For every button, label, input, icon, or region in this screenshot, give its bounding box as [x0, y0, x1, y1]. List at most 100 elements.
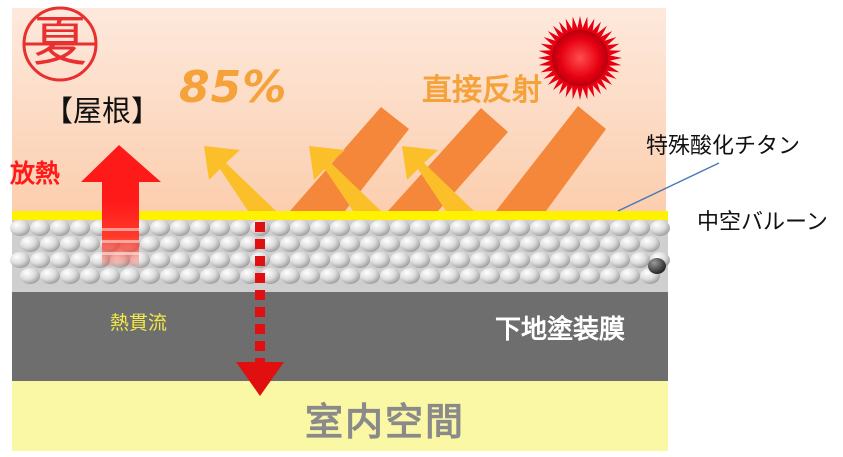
reflected-arrow [204, 146, 276, 211]
balloon-particle [520, 236, 540, 252]
balloon-particle [500, 268, 520, 284]
balloon-particle [450, 220, 470, 236]
balloon-particle [380, 268, 400, 284]
balloon-particle [30, 220, 50, 236]
heat-release-label: 放熱 [10, 159, 61, 188]
balloon-particle [530, 220, 550, 236]
balloon-particle [180, 268, 200, 284]
balloon-particle [20, 268, 40, 284]
reflected-arrow [309, 146, 381, 211]
incoming-rays [290, 106, 606, 211]
balloon-particle [620, 268, 640, 284]
indoor-space-label: 室内空間 [305, 400, 466, 444]
balloon-particle [210, 220, 230, 236]
reflection-percent: 85% [179, 62, 288, 113]
balloon-particle [300, 236, 320, 252]
balloon-particle [170, 220, 190, 236]
balloon-particle [420, 268, 440, 284]
balloon-particle [150, 252, 170, 268]
balloon-particle [480, 236, 500, 252]
balloon-particle [520, 268, 540, 284]
balloon-particle [340, 268, 360, 284]
heat-transmission-label: 熱貫流 [110, 312, 168, 334]
balloon-particle [180, 236, 200, 252]
balloon-particle [400, 268, 420, 284]
balloon-particle [310, 252, 330, 268]
balloon-particle [270, 220, 290, 236]
balloon-particle [310, 220, 330, 236]
balloon-particle [570, 252, 590, 268]
balloon-particle [30, 252, 50, 268]
balloon-particle [70, 220, 90, 236]
balloon-particle [590, 252, 610, 268]
balloon-particle [580, 236, 600, 252]
heat-release-arrow-icon [81, 145, 161, 266]
balloon-particle [170, 252, 190, 268]
balloon-particle [230, 252, 250, 268]
balloon-particle [360, 268, 380, 284]
balloon-particle [210, 252, 230, 268]
heat-transmission-arrow-icon [236, 222, 284, 396]
balloon-particle [270, 252, 290, 268]
balloon-particle [160, 268, 180, 284]
balloon-particle [630, 252, 650, 268]
balloon-particle [650, 220, 670, 236]
balloon-particle [430, 220, 450, 236]
reflected-rays [204, 146, 474, 211]
titanium-leader-line [617, 162, 720, 212]
balloon-particle [280, 236, 300, 252]
balloon-particle [550, 220, 570, 236]
balloon-particle [560, 236, 580, 252]
balloon-particle [590, 220, 610, 236]
balloon-particle [460, 268, 480, 284]
balloon-particle [350, 252, 370, 268]
balloon-particle [370, 220, 390, 236]
balloon-particle [300, 268, 320, 284]
balloon-particle [400, 236, 420, 252]
balloon-particle [380, 236, 400, 252]
direct-reflection-label: 直接反射 [422, 73, 542, 108]
balloon-particle [470, 252, 490, 268]
reflected-arrow [402, 146, 474, 211]
roof-label: 【屋根】 [44, 94, 161, 128]
indoor-layer [12, 381, 668, 451]
balloon-particle [410, 220, 430, 236]
balloon-particle [70, 252, 90, 268]
balloon-particle [600, 268, 620, 284]
balloon-particle [480, 268, 500, 284]
balloon-particle [600, 236, 620, 252]
titanium-label: 特殊酸化チタン [646, 134, 801, 159]
balloon-particle [10, 220, 30, 236]
balloon-particle [150, 220, 170, 236]
balloon-particle [640, 236, 660, 252]
balloon-particle [360, 236, 380, 252]
balloon-particle [440, 268, 460, 284]
balloon-particle [100, 268, 120, 284]
balloon-particle [20, 236, 40, 252]
balloon-particle [390, 220, 410, 236]
dark-particle [648, 258, 666, 274]
balloon-particle [540, 268, 560, 284]
balloon-particle [140, 268, 160, 284]
balloon-particle [370, 252, 390, 268]
balloon-particle [220, 236, 240, 252]
balloon-particle [460, 236, 480, 252]
balloon-particle [80, 236, 100, 252]
balloon-particle [60, 268, 80, 284]
balloon-particle [500, 236, 520, 252]
balloon-particle [160, 236, 180, 252]
balloon-particle [40, 268, 60, 284]
balloon-particle [540, 236, 560, 252]
hollow-balloon-label: 中空バルーン [697, 210, 828, 235]
balloon-particle [410, 252, 430, 268]
balloon-particle [630, 220, 650, 236]
balloon-particle [50, 252, 70, 268]
titanium-layer [12, 211, 668, 220]
balloon-particle [510, 220, 530, 236]
balloon-particle [440, 236, 460, 252]
balloon-particle [570, 220, 590, 236]
balloon-particle [120, 268, 140, 284]
balloon-particle [220, 268, 240, 284]
balloon-particle [350, 220, 370, 236]
balloon-particle [510, 252, 530, 268]
